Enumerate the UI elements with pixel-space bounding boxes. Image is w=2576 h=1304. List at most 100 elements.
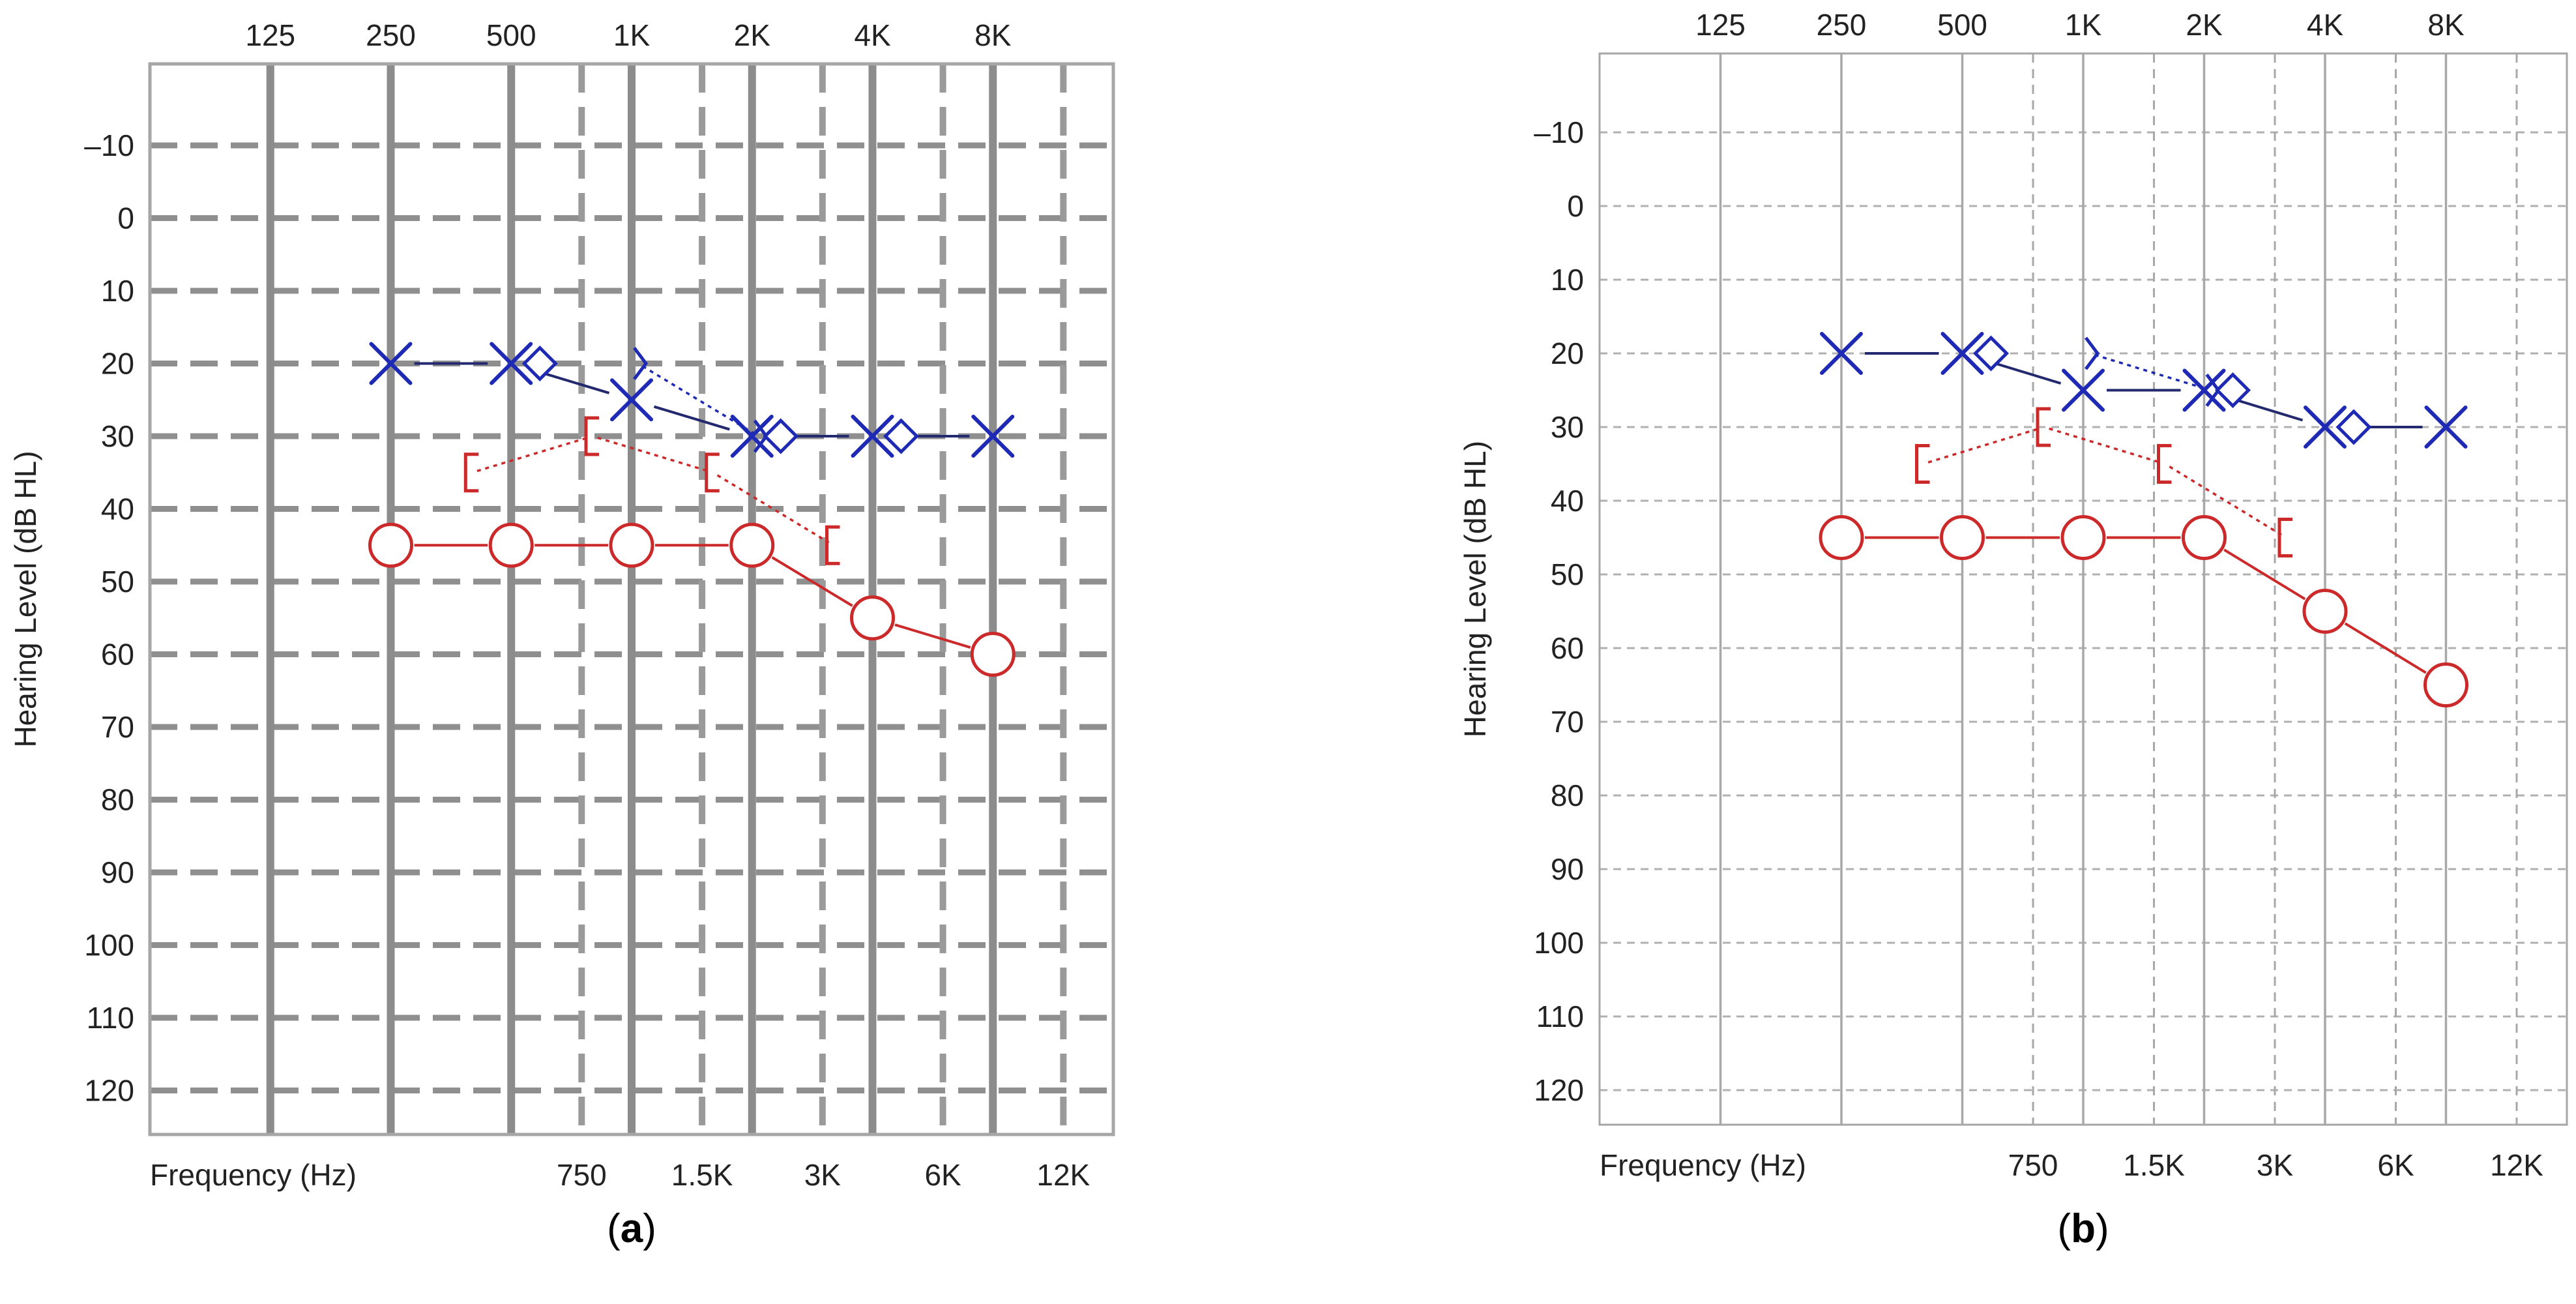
left-air-x-marker (490, 342, 533, 385)
bottom-freq-label-6k: 6K (2377, 1148, 2414, 1182)
right-air-circle-marker (488, 522, 534, 568)
top-freq-label-8k: 8K (2427, 8, 2465, 42)
audiogram-panel-a: 125 250 500 1K 2K 4K 8K 750 1.5K 3K 6K 1… (8, 18, 1115, 1251)
left-air-x-marker (1820, 332, 1863, 375)
plot-frame-a (148, 62, 1115, 1136)
right-bone-connector (597, 436, 709, 473)
top-freq-label-8k: 8K (974, 18, 1012, 52)
y-tick-label: 90 (101, 855, 134, 889)
bottom-freq-label-12k: 12K (2490, 1148, 2543, 1182)
audiogram-panel-b: 125 250 500 1K 2K 4K 8K 750 1.5K 3K 6K 1… (1458, 8, 2568, 1251)
right-air-connector (894, 623, 971, 649)
top-freq-label-125: 125 (245, 18, 295, 52)
right-air-circle-marker (850, 595, 895, 641)
left-air-x-marker (369, 342, 413, 385)
left-air-x-marker (851, 415, 894, 458)
y-tick-label: 60 (101, 638, 134, 672)
top-freq-label-1k: 1K (613, 18, 651, 52)
top-freq-label-2k: 2K (2186, 8, 2223, 42)
right-air-circle-marker (2182, 515, 2227, 560)
right-bone-connector (2049, 427, 2161, 464)
right-bone-bracket-marker (705, 452, 720, 493)
y-tick-label: 20 (101, 347, 134, 381)
left-bone-bracket-marker (633, 347, 649, 380)
right-bone-bracket-marker (584, 416, 599, 456)
left-masked-diamond-marker (2214, 372, 2251, 409)
top-freq-label-250: 250 (366, 18, 416, 52)
bottom-freq-label-750: 750 (557, 1158, 607, 1192)
y-tick-label: 110 (1536, 1000, 1584, 1033)
right-air-circle-marker (609, 522, 654, 568)
right-bone-bracket-marker (1915, 444, 1930, 484)
top-freq-label-250: 250 (1817, 8, 1867, 42)
y-tick-label: 70 (101, 710, 134, 744)
y-tick-label: 0 (117, 201, 134, 235)
y-axis-label-b: Hearing Level (dB HL) (1458, 441, 1492, 737)
y-tick-label: 120 (84, 1074, 134, 1108)
left-bone-connector (2094, 353, 2206, 390)
left-air-x-marker (2062, 368, 2105, 412)
top-freq-label-1k: 1K (2065, 8, 2102, 42)
left-air-connector (653, 405, 730, 431)
top-freq-label-500: 500 (486, 18, 536, 52)
right-air-circle-marker (729, 522, 775, 568)
right-air-connector (2344, 622, 2427, 674)
right-air-connector (771, 556, 853, 607)
right-bone-bracket-marker (2036, 407, 2051, 447)
right-air-circle-marker (368, 522, 413, 568)
bottom-freq-label-1-5k: 1.5K (671, 1158, 733, 1192)
panel-label-a: (a) (607, 1206, 656, 1251)
y-tick-label: 30 (101, 419, 134, 453)
right-air-circle-marker (1819, 515, 1864, 560)
right-bone-bracket-marker (2157, 444, 2172, 484)
x-axis-label-b: Frequency (Hz) (1600, 1148, 1806, 1182)
right-air-circle-marker (2302, 589, 2348, 634)
right-air-circle-marker (2423, 662, 2468, 707)
y-tick-label: 10 (101, 274, 134, 308)
top-freq-label-125: 125 (1695, 8, 1746, 42)
y-tick-label: 80 (101, 783, 134, 817)
y-tick-label: 80 (1551, 778, 1584, 812)
left-air-x-marker (2182, 368, 2226, 412)
y-tick-label: 100 (1534, 926, 1584, 960)
left-air-x-marker (2304, 406, 2347, 449)
left-masked-diamond-marker (1972, 335, 2010, 372)
y-tick-label: 100 (84, 928, 134, 962)
right-air-circle-marker (970, 632, 1016, 677)
left-air-x-marker (971, 415, 1015, 458)
panel-label-b: (b) (2057, 1206, 2109, 1251)
top-freq-label-4k: 4K (854, 18, 891, 52)
left-bone-connector (641, 365, 755, 435)
left-air-x-marker (1940, 332, 1984, 375)
right-bone-bracket-marker (825, 525, 840, 565)
y-tick-label: 60 (1551, 631, 1584, 665)
series-a (368, 342, 1016, 677)
left-bone-bracket-marker (2085, 336, 2100, 370)
y-tick-label: 0 (1567, 189, 1584, 223)
right-bone-bracket-marker (2277, 518, 2292, 557)
plot-frame-b (1598, 52, 2568, 1126)
top-freq-label-500: 500 (1937, 8, 1987, 42)
right-bone-connector (476, 436, 588, 473)
grid-b (1600, 53, 2567, 1125)
y-tick-label: 70 (1551, 705, 1584, 739)
top-freq-label-2k: 2K (734, 18, 771, 52)
y-tick-label: 120 (1534, 1073, 1584, 1107)
y-tick-label: 90 (1551, 852, 1584, 886)
bottom-freq-label-3k: 3K (804, 1158, 842, 1192)
bottom-freq-label-1-5k: 1.5K (2123, 1148, 2185, 1182)
left-air-x-marker (610, 378, 653, 422)
left-masked-diamond-marker (763, 418, 799, 454)
y-tick-label: 50 (1551, 557, 1584, 591)
grid-a (150, 64, 1113, 1134)
bottom-freq-label-6k: 6K (924, 1158, 961, 1192)
y-tick-label: –10 (1534, 115, 1584, 149)
right-air-connector (2223, 548, 2306, 600)
right-air-circle-marker (1940, 515, 1985, 560)
y-tick-label: 110 (87, 1001, 134, 1035)
left-masked-diamond-marker (521, 345, 558, 382)
left-air-x-marker (2424, 406, 2468, 449)
y-tick-label: 10 (1551, 263, 1584, 297)
bottom-freq-label-3k: 3K (2257, 1148, 2294, 1182)
